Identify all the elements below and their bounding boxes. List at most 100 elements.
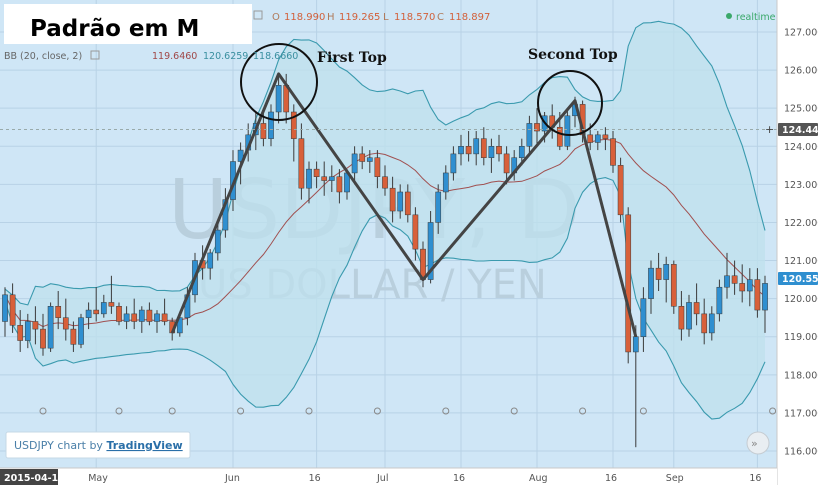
candle (328, 165, 335, 192)
x-tick-label: 16 (749, 473, 761, 484)
candle (298, 123, 305, 200)
candle (290, 104, 297, 162)
candle (131, 298, 138, 330)
title-badge-text: Padrão em M (30, 16, 199, 42)
candle (731, 260, 738, 295)
x-axis-panel (0, 468, 777, 485)
crosshair-price-tag: + 124.441 (765, 123, 818, 136)
svg-text:USDJPY chart by TradingView: USDJPY chart by TradingView (14, 439, 183, 452)
indicator-name[interactable]: BB (20, close, 2) (4, 51, 82, 62)
candle (496, 134, 502, 162)
y-tick-label: 117.000 (784, 408, 818, 419)
last-price-tag: 120.556 (778, 272, 818, 285)
candle (458, 134, 464, 166)
candle (724, 252, 730, 299)
candle (359, 146, 366, 170)
realtime-indicator: realtime (726, 12, 776, 23)
y-axis-ticks: 116.000 117.000 118.000 119.000 120.000 121.0… (784, 28, 818, 458)
credit-link[interactable]: TradingView (106, 439, 182, 452)
indicator-value-basis: 119.6460 (152, 51, 197, 62)
candle (655, 252, 662, 292)
candle (693, 283, 700, 326)
credit-box[interactable]: USDJPY chart by TradingView (5, 431, 191, 459)
last-price-label: 120.556 (782, 274, 818, 285)
candle (17, 310, 24, 352)
candle (488, 138, 495, 173)
candle (389, 176, 396, 223)
event-marker-icon[interactable] (639, 407, 647, 415)
candle (435, 184, 442, 234)
candle (351, 146, 358, 185)
candle (313, 161, 320, 189)
candle (161, 298, 168, 326)
first-top-label: First Top (317, 50, 387, 66)
event-marker-icon[interactable] (442, 407, 450, 415)
candle (138, 306, 145, 333)
candle (40, 313, 46, 356)
candle (610, 131, 616, 173)
candle (123, 306, 130, 330)
x-tick-label: May (88, 473, 108, 484)
y-tick-label: 127.000 (784, 28, 818, 39)
candle (564, 108, 571, 151)
candle (382, 165, 388, 196)
close-value: 118.897 (449, 12, 490, 23)
y-tick-label: 119.000 (784, 332, 818, 343)
candle (47, 302, 54, 352)
event-marker-icon[interactable] (579, 407, 587, 415)
candle (480, 127, 487, 166)
start-date-badge (0, 469, 58, 485)
event-marker-icon[interactable] (769, 407, 777, 415)
candle (640, 287, 647, 352)
candle (412, 207, 419, 261)
candle (602, 127, 609, 151)
y-tick-label: 125.000 (784, 104, 818, 115)
candle (404, 184, 411, 223)
double-chevron-right-icon[interactable]: » (751, 437, 758, 450)
event-marker-icon[interactable] (168, 407, 176, 415)
candle (648, 260, 654, 314)
candle (374, 150, 381, 189)
x-tick-label: Jun (224, 473, 240, 484)
candle (306, 161, 312, 204)
candle (739, 264, 746, 303)
indicator-value-lower: 118.6660 (253, 51, 298, 62)
candle (450, 146, 457, 181)
event-marker-icon[interactable] (510, 407, 518, 415)
credit-prefix: USDJPY chart by (14, 439, 106, 452)
candle (701, 298, 708, 345)
candle (146, 302, 153, 326)
second-top-circle (537, 70, 603, 136)
candle (207, 249, 214, 280)
realtime-dot-icon (726, 13, 732, 19)
first-top-circle (240, 43, 318, 121)
readout-square-icon[interactable] (253, 10, 263, 20)
event-marker-icon[interactable] (305, 407, 313, 415)
candle (754, 268, 761, 318)
scroll-right-button[interactable]: » (746, 431, 770, 455)
y-tick-label: 121.000 (784, 256, 818, 267)
y-axis-panel (778, 0, 818, 485)
candle (268, 104, 274, 147)
crosshair-price-label: 124.441 (782, 125, 818, 136)
candle (32, 306, 39, 345)
high-letter: H (327, 12, 335, 23)
candle (716, 279, 723, 322)
candle (678, 291, 685, 341)
event-marker-icon[interactable] (115, 407, 123, 415)
indicator-legend[interactable]: BB (20, close, 2) 119.6460 120.6259 118.… (4, 50, 298, 62)
event-marker-icon[interactable] (237, 407, 245, 415)
candle (442, 165, 449, 200)
x-tick-label: 16 (309, 473, 321, 484)
indicator-settings-icon[interactable] (90, 50, 100, 60)
candle (336, 169, 343, 204)
m-pattern-line (170, 72, 638, 338)
event-marker-icon[interactable] (39, 407, 47, 415)
event-marker-icon[interactable] (373, 407, 381, 415)
candle (670, 260, 677, 314)
candle (275, 73, 282, 124)
candle (9, 283, 16, 333)
candle (632, 325, 639, 448)
